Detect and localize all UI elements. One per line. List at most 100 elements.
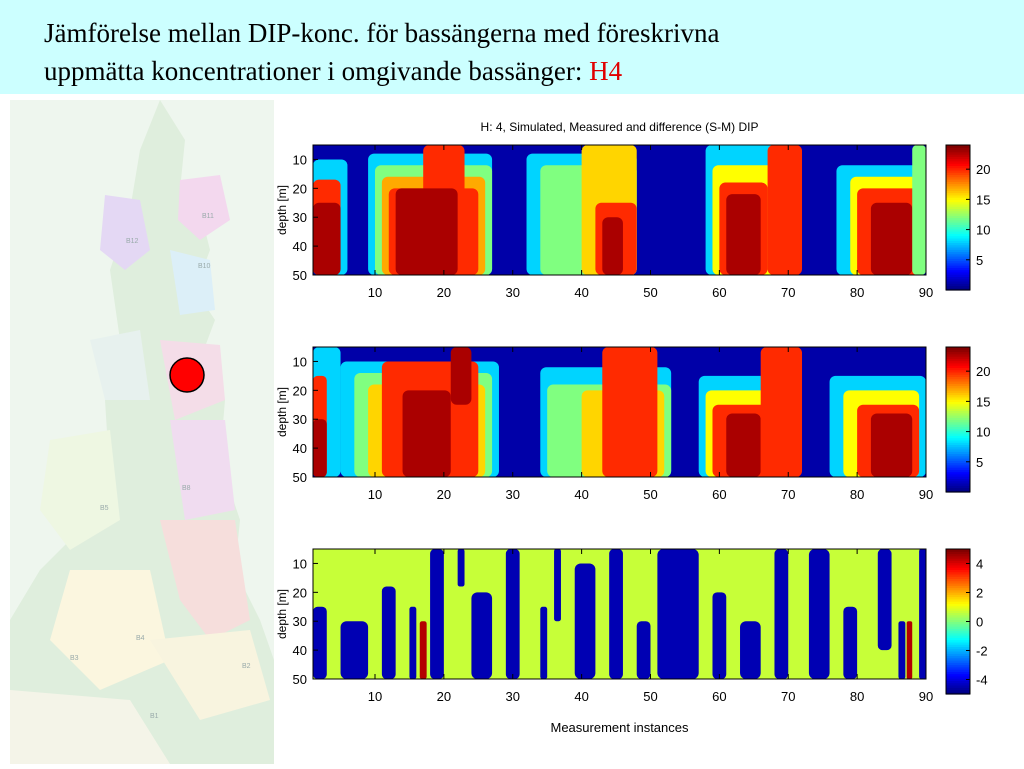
colorbar-step — [946, 607, 970, 611]
colorbar-step — [946, 412, 970, 416]
heatmap-patch — [657, 549, 699, 679]
colorbar-step — [946, 287, 970, 291]
heatmap-patch — [712, 165, 775, 275]
colorbar-step — [946, 662, 970, 666]
colorbar-step — [946, 258, 970, 262]
heatmap-patch — [857, 188, 920, 275]
heatmap-patch — [368, 384, 486, 477]
x-tick-label: 40 — [574, 487, 588, 502]
heatmap-patch — [726, 413, 761, 477]
slide-title-line1: Jämförelse mellan DIP-konc. för bassänge… — [44, 18, 720, 48]
heatmap-patch — [808, 549, 830, 679]
colorbar-step — [946, 217, 970, 221]
heatmap-patch — [712, 592, 727, 679]
heatmap-patch — [423, 145, 465, 275]
colorbar-step — [946, 555, 970, 559]
colorbar-step — [946, 231, 970, 234]
colorbar-step — [946, 403, 970, 407]
y-tick-label: 20 — [293, 181, 307, 196]
colorbar-step — [946, 471, 970, 475]
colorbar-tick-label: 5 — [976, 455, 983, 470]
colorbar-step — [946, 601, 970, 604]
colorbar-tick-label: 5 — [976, 253, 983, 268]
heatmap-patch — [381, 176, 486, 275]
heatmap-patch — [409, 606, 417, 679]
colorbar-step — [946, 210, 970, 214]
colorbar-step — [946, 435, 970, 439]
y-tick-label: 50 — [293, 268, 307, 283]
colorbar-step — [946, 689, 970, 693]
heatmap-patch — [450, 347, 472, 405]
colorbar-tick-label: -4 — [976, 673, 988, 688]
basin-label: B1 — [150, 713, 159, 720]
colorbar-step — [946, 174, 970, 178]
colorbar-step — [946, 453, 970, 457]
colorbar-step — [946, 637, 970, 641]
heatmap-patch — [760, 347, 803, 477]
x-tick-label: 20 — [437, 285, 451, 300]
colorbar-tick-label: 2 — [976, 586, 983, 601]
slide-title-text: uppmätta koncentrationer i omgivande bas… — [44, 56, 590, 86]
y-axis-label: depth [m] — [275, 185, 289, 235]
heatmap-patch — [609, 549, 623, 679]
colorbar-step — [946, 387, 970, 391]
colorbar: -4 -2 0 2 4 — [945, 548, 988, 695]
x-tick-label: 20 — [437, 689, 451, 704]
colorbar-step — [946, 249, 970, 253]
heatmap-patch — [313, 419, 327, 477]
colorbar-step — [946, 473, 970, 477]
colorbar-step — [946, 433, 970, 436]
basin-label: B3 — [70, 655, 79, 662]
colorbar-step — [946, 639, 970, 643]
heatmap-patch — [547, 384, 672, 477]
colorbar-step — [946, 410, 970, 414]
chart-title: H: 4, Simulated, Measured and difference… — [481, 120, 759, 134]
colorbar-step — [946, 424, 970, 427]
colorbar-step — [946, 392, 970, 396]
heatmap-patch — [574, 563, 596, 679]
colorbar-step — [946, 208, 970, 212]
colorbar-step — [946, 567, 970, 570]
slide-title-accent: H4 — [589, 56, 623, 86]
x-tick-label: 50 — [643, 285, 657, 300]
heatmap-patch — [581, 390, 665, 477]
colorbar: 5 10 15 20 — [945, 144, 990, 291]
colorbar-step — [946, 675, 970, 679]
colorbar-step — [946, 188, 970, 191]
colorbar-step — [946, 580, 970, 584]
x-tick-label: 60 — [712, 285, 726, 300]
heatmap-patch — [581, 145, 637, 275]
x-tick-label: 70 — [781, 487, 795, 502]
colorbar-step — [946, 356, 970, 359]
heatmap-patch — [636, 621, 651, 679]
heatmap-patch — [313, 347, 341, 477]
colorbar-step — [946, 383, 970, 387]
y-tick-label: 30 — [293, 210, 307, 225]
colorbar-step — [946, 558, 970, 561]
slide-title-line2: uppmätta koncentrationer i omgivande bas… — [44, 56, 622, 87]
colorbar-step — [946, 439, 970, 443]
colorbar-step — [946, 421, 970, 425]
basin-label: B5 — [100, 505, 109, 512]
colorbar-step — [946, 687, 970, 691]
colorbar-step — [946, 353, 970, 357]
colorbar-step — [946, 244, 970, 248]
colorbar-step — [946, 467, 970, 470]
colorbar-step — [946, 276, 970, 280]
colorbar-step — [946, 405, 970, 409]
colorbar-step — [946, 378, 970, 382]
heatmap-patch — [906, 621, 913, 679]
colorbar-step — [946, 201, 970, 205]
colorbar-step — [946, 635, 970, 638]
colorbar-step — [946, 455, 970, 459]
colorbar-step — [946, 192, 970, 196]
colorbar-step — [946, 285, 970, 289]
colorbar-step — [946, 278, 970, 282]
colorbar-step — [946, 251, 970, 255]
heatmap-patch — [595, 202, 637, 275]
colorbar-step — [946, 621, 970, 625]
colorbar-step — [946, 165, 970, 169]
heatmap-patch — [505, 549, 520, 679]
colorbar-step — [946, 396, 970, 400]
